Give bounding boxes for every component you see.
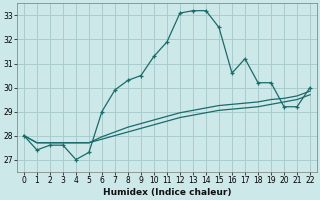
X-axis label: Humidex (Indice chaleur): Humidex (Indice chaleur) [103,188,231,197]
